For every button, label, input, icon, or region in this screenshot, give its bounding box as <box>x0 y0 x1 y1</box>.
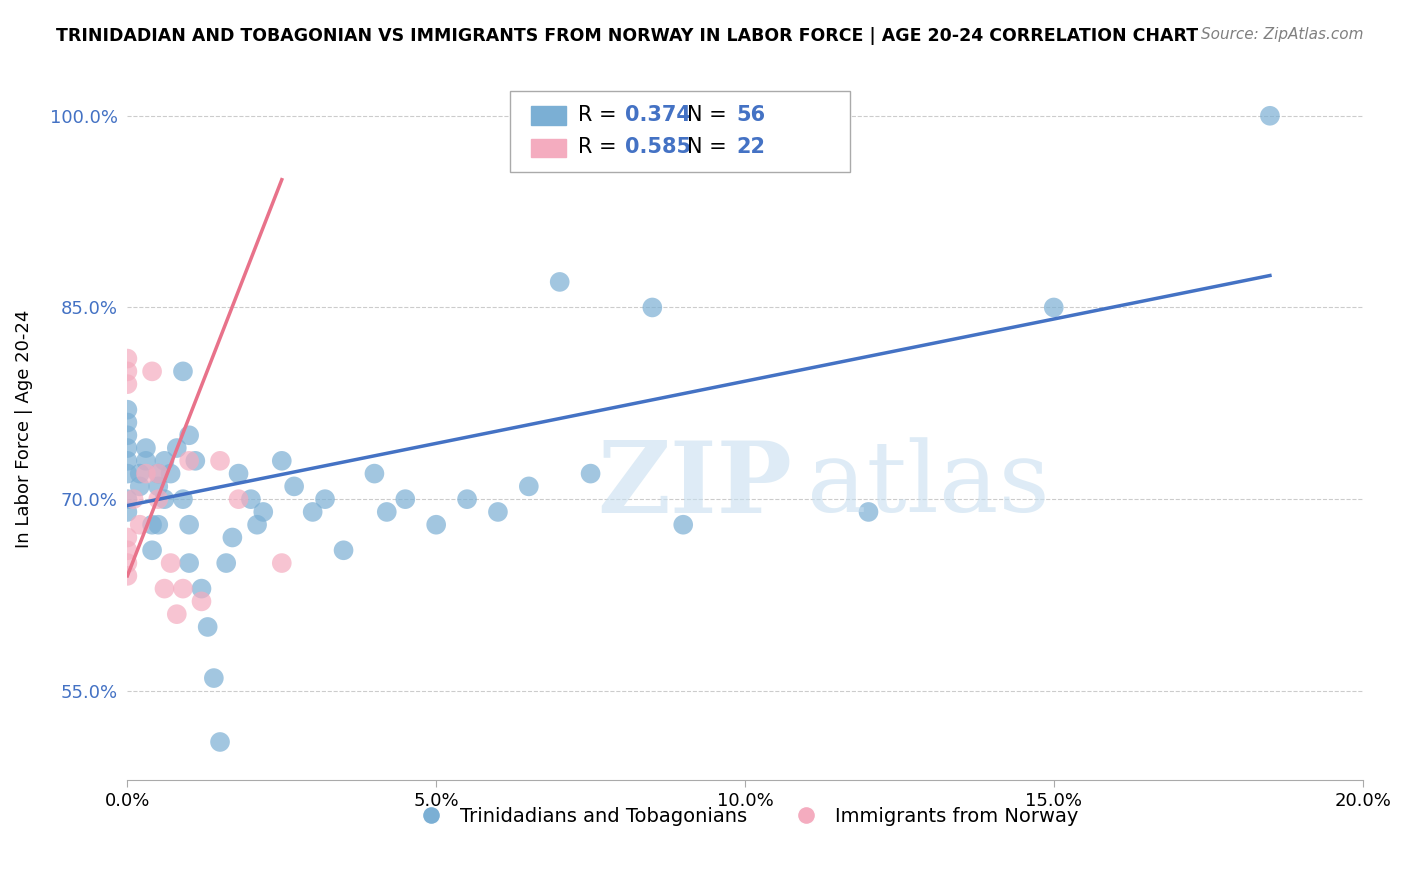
Text: R =: R = <box>578 104 623 125</box>
FancyBboxPatch shape <box>531 138 565 157</box>
Point <box>517 479 540 493</box>
Point <box>239 492 262 507</box>
Point <box>394 492 416 507</box>
Point <box>117 377 139 392</box>
Point <box>208 454 231 468</box>
Point <box>159 556 181 570</box>
Text: atlas: atlas <box>807 437 1049 533</box>
Point <box>166 607 188 622</box>
Point <box>166 441 188 455</box>
FancyBboxPatch shape <box>531 106 565 125</box>
Point <box>641 301 664 315</box>
Point <box>153 582 176 596</box>
Point <box>425 517 447 532</box>
Point <box>159 467 181 481</box>
Text: ZIP: ZIP <box>596 436 792 533</box>
Point <box>208 735 231 749</box>
Point <box>153 492 176 507</box>
Text: R =: R = <box>578 137 623 157</box>
Point <box>172 492 194 507</box>
Point <box>117 441 139 455</box>
Point <box>1258 109 1281 123</box>
Point <box>184 454 207 468</box>
Point <box>128 517 150 532</box>
Point <box>117 505 139 519</box>
Point <box>179 556 201 570</box>
Text: 22: 22 <box>737 137 765 157</box>
Point <box>179 428 201 442</box>
Point <box>228 492 250 507</box>
Point <box>148 479 170 493</box>
FancyBboxPatch shape <box>510 92 851 172</box>
Point <box>1042 301 1064 315</box>
Text: Source: ZipAtlas.com: Source: ZipAtlas.com <box>1201 27 1364 42</box>
Point <box>135 467 157 481</box>
Point <box>215 556 238 570</box>
Point <box>117 351 139 366</box>
Point <box>190 582 212 596</box>
Point <box>456 492 478 507</box>
Point <box>197 620 219 634</box>
Point <box>375 505 398 519</box>
Point <box>153 454 176 468</box>
Point <box>179 454 201 468</box>
Point <box>579 467 602 481</box>
Text: 56: 56 <box>737 104 765 125</box>
Point <box>270 454 292 468</box>
Point <box>117 467 139 481</box>
Point <box>283 479 305 493</box>
Point <box>135 454 157 468</box>
Point <box>252 505 274 519</box>
Legend: Trinidadians and Tobagonians, Immigrants from Norway: Trinidadians and Tobagonians, Immigrants… <box>404 799 1085 834</box>
Point <box>148 517 170 532</box>
Point <box>548 275 571 289</box>
Point <box>117 428 139 442</box>
Point <box>128 479 150 493</box>
Point <box>148 492 170 507</box>
Point <box>172 364 194 378</box>
Point <box>858 505 880 519</box>
Point <box>135 441 157 455</box>
Text: N =: N = <box>688 137 734 157</box>
Text: 0.585: 0.585 <box>626 137 692 157</box>
Point <box>228 467 250 481</box>
Point <box>314 492 336 507</box>
Point <box>141 517 163 532</box>
Point <box>117 454 139 468</box>
Point <box>270 556 292 570</box>
Point <box>117 416 139 430</box>
Text: N =: N = <box>688 104 734 125</box>
Point <box>332 543 354 558</box>
Point <box>172 582 194 596</box>
Point <box>221 531 243 545</box>
Point <box>117 402 139 417</box>
Point <box>486 505 509 519</box>
Point <box>117 531 139 545</box>
Point <box>672 517 695 532</box>
Y-axis label: In Labor Force | Age 20-24: In Labor Force | Age 20-24 <box>15 310 32 548</box>
Point <box>117 556 139 570</box>
Point <box>128 467 150 481</box>
Point <box>363 467 385 481</box>
Point <box>148 467 170 481</box>
Point <box>148 467 170 481</box>
Point <box>202 671 225 685</box>
Point <box>117 492 139 507</box>
Point <box>190 594 212 608</box>
Text: TRINIDADIAN AND TOBAGONIAN VS IMMIGRANTS FROM NORWAY IN LABOR FORCE | AGE 20-24 : TRINIDADIAN AND TOBAGONIAN VS IMMIGRANTS… <box>56 27 1198 45</box>
Text: 0.374: 0.374 <box>626 104 690 125</box>
Point <box>141 543 163 558</box>
Point <box>117 569 139 583</box>
Point <box>301 505 323 519</box>
Point <box>117 364 139 378</box>
Point <box>122 492 145 507</box>
Point <box>141 364 163 378</box>
Point <box>179 517 201 532</box>
Point <box>246 517 269 532</box>
Point <box>117 543 139 558</box>
